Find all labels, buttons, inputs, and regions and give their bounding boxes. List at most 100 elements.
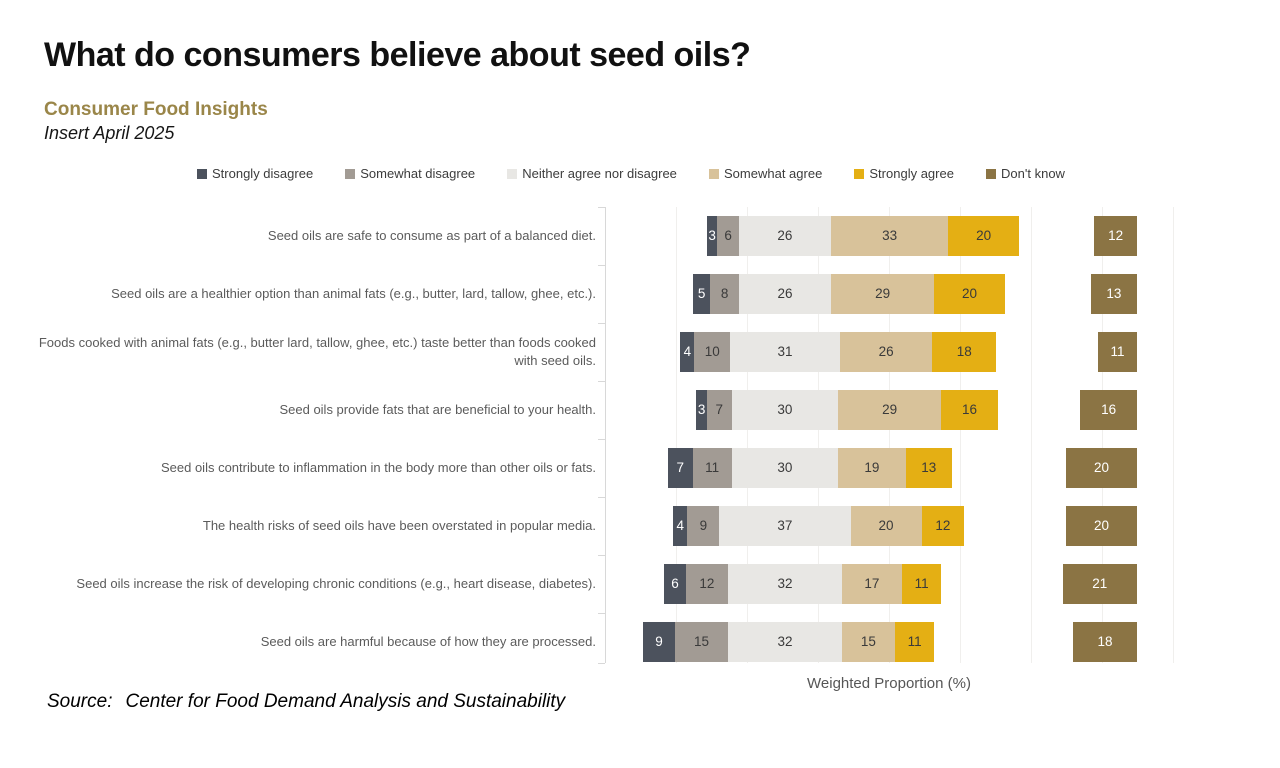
y-axis-tick [598, 323, 605, 324]
bar-segment-somewhat-disagree: 10 [694, 332, 730, 372]
bar-segment-dont-know: 11 [1098, 332, 1137, 372]
plot-gridline [1173, 207, 1174, 663]
plot-gridline [747, 207, 748, 663]
category-label: The health risks of seed oils have been … [202, 517, 596, 533]
bar-segment-somewhat-agree: 33 [831, 216, 949, 256]
bar-segment-somewhat-disagree: 6 [717, 216, 739, 256]
category-label: Seed oils are harmful because of how the… [260, 633, 596, 649]
bar-segment-strongly-disagree: 4 [680, 332, 695, 372]
y-axis-tick [598, 207, 605, 208]
legend-item-strongly-disagree: Strongly disagree [197, 166, 313, 181]
bar-segment-strongly-agree: 11 [902, 564, 942, 604]
source-note: Source: Center for Food Demand Analysis a… [47, 691, 565, 713]
legend-item-don-t-know: Don't know [986, 166, 1065, 181]
bar-segment-somewhat-agree: 26 [839, 332, 933, 372]
y-axis-tick [598, 381, 605, 382]
legend-item-somewhat-agree: Somewhat agree [709, 166, 822, 181]
bar-segment-dont-know: 16 [1080, 390, 1137, 430]
category-label: Seed oils are a healthier option than an… [111, 285, 596, 301]
stacked-bar-row: 5 8 26 29 20 [692, 274, 1006, 314]
bar-segment-somewhat-disagree: 15 [674, 622, 729, 662]
bar-segment-dont-know: 20 [1066, 448, 1137, 488]
category-label: Seed oils are safe to consume as part of… [267, 227, 596, 243]
bar-segment-somewhat-agree: 29 [838, 390, 942, 430]
bar-segment-strongly-disagree: 5 [692, 274, 711, 314]
stacked-bar-row: 4 9 37 20 12 [673, 506, 965, 546]
x-axis-label: Weighted Proportion (%) [807, 675, 971, 692]
category-label: Foods cooked with animal fats (e.g., but… [38, 334, 596, 368]
bar-segment-dont-know: 20 [1066, 506, 1137, 546]
y-axis-tick [598, 555, 605, 556]
legend-label: Strongly disagree [212, 166, 314, 181]
bar-segment-neither-agree-nor-disagree: 32 [728, 564, 842, 604]
legend-label: Somewhat agree [724, 166, 823, 181]
bar-segment-dont-know: 12 [1094, 216, 1137, 256]
legend-label: Strongly agree [869, 166, 954, 181]
bar-segment-somewhat-agree: 15 [841, 622, 896, 662]
legend-swatch-icon [507, 168, 518, 179]
legend-item-somewhat-disagree: Somewhat disagree [345, 166, 475, 181]
legend-item-strongly-agree: Strongly agree [854, 166, 954, 181]
y-axis-tick [598, 497, 605, 498]
legend-swatch-icon [986, 168, 997, 179]
bar-segment-neither-agree-nor-disagree: 26 [738, 274, 832, 314]
y-axis-line [605, 207, 606, 663]
bar-segment-strongly-agree: 20 [934, 274, 1006, 314]
legend-label: Neither agree nor disagree [522, 166, 677, 181]
stacked-bar-row: 9 15 32 15 11 [643, 622, 935, 662]
stacked-bar-row: 6 12 32 17 11 [664, 564, 942, 604]
source-label: Source: [47, 691, 113, 712]
bar-segment-somewhat-disagree: 12 [685, 564, 729, 604]
plot-gridline [1031, 207, 1032, 663]
chart-legend: Strongly disagree Somewhat disagree Neithe… [197, 166, 1065, 181]
legend-swatch-icon [709, 168, 720, 179]
bar-segment-neither-agree-nor-disagree: 37 [719, 506, 851, 546]
category-label: Seed oils contribute to inflammation in … [160, 459, 596, 475]
legend-label: Don't know [1001, 166, 1065, 181]
bar-segment-strongly-agree: 20 [948, 216, 1020, 256]
stacked-bar-row: 3 7 30 29 16 [696, 390, 998, 430]
bar-segment-strongly-disagree: 6 [664, 564, 686, 604]
bar-segment-somewhat-agree: 19 [838, 448, 906, 488]
bar-segment-neither-agree-nor-disagree: 26 [738, 216, 832, 256]
bar-segment-strongly-disagree: 3 [706, 216, 718, 256]
bar-segment-strongly-agree: 18 [932, 332, 997, 372]
bar-segment-somewhat-disagree: 11 [692, 448, 732, 488]
bar-segment-neither-agree-nor-disagree: 30 [731, 448, 839, 488]
bar-segment-strongly-agree: 16 [941, 390, 998, 430]
plot-gridline [889, 207, 890, 663]
bar-segment-strongly-disagree: 9 [643, 622, 675, 662]
bar-segment-strongly-agree: 12 [921, 506, 965, 546]
legend-swatch-icon [197, 168, 207, 179]
stacked-bar-row: 3 6 26 33 20 [706, 216, 1020, 256]
bar-segment-dont-know: 21 [1062, 564, 1137, 604]
bar-segment-strongly-agree: 11 [895, 622, 935, 662]
bar-segment-neither-agree-nor-disagree: 30 [731, 390, 839, 430]
bar-segment-strongly-disagree: 4 [673, 506, 688, 546]
bar-segment-dont-know: 18 [1073, 622, 1137, 662]
bar-segment-strongly-agree: 13 [905, 448, 952, 488]
bar-segment-neither-agree-nor-disagree: 31 [729, 332, 840, 372]
legend-swatch-icon [854, 168, 865, 179]
y-axis-tick [598, 439, 605, 440]
bar-segment-somewhat-agree: 20 [850, 506, 922, 546]
legend-swatch-icon [345, 168, 356, 179]
legend-label: Somewhat disagree [360, 166, 476, 181]
y-axis-tick [598, 663, 605, 664]
category-label: Seed oils provide fats that are benefici… [279, 401, 596, 417]
legend-item-neither-agree-nor-disagree: Neither agree nor disagree [507, 166, 677, 181]
plot-gridline [960, 207, 961, 663]
bar-segment-somewhat-disagree: 9 [687, 506, 720, 546]
page-title: What do consumers believe about seed oil… [44, 36, 751, 74]
bar-segment-strongly-disagree: 7 [667, 448, 693, 488]
plot-gridline [676, 207, 677, 663]
bar-segment-strongly-disagree: 3 [696, 390, 707, 430]
y-axis-tick [598, 265, 605, 266]
source-text: Center for Food Demand Analysis and Sust… [125, 691, 566, 712]
stacked-bar-row: 4 10 31 26 18 [680, 332, 997, 372]
bar-segment-somewhat-disagree: 7 [706, 390, 732, 430]
stacked-bar-row: 7 11 30 19 13 [667, 448, 952, 488]
y-axis-tick [598, 613, 605, 614]
